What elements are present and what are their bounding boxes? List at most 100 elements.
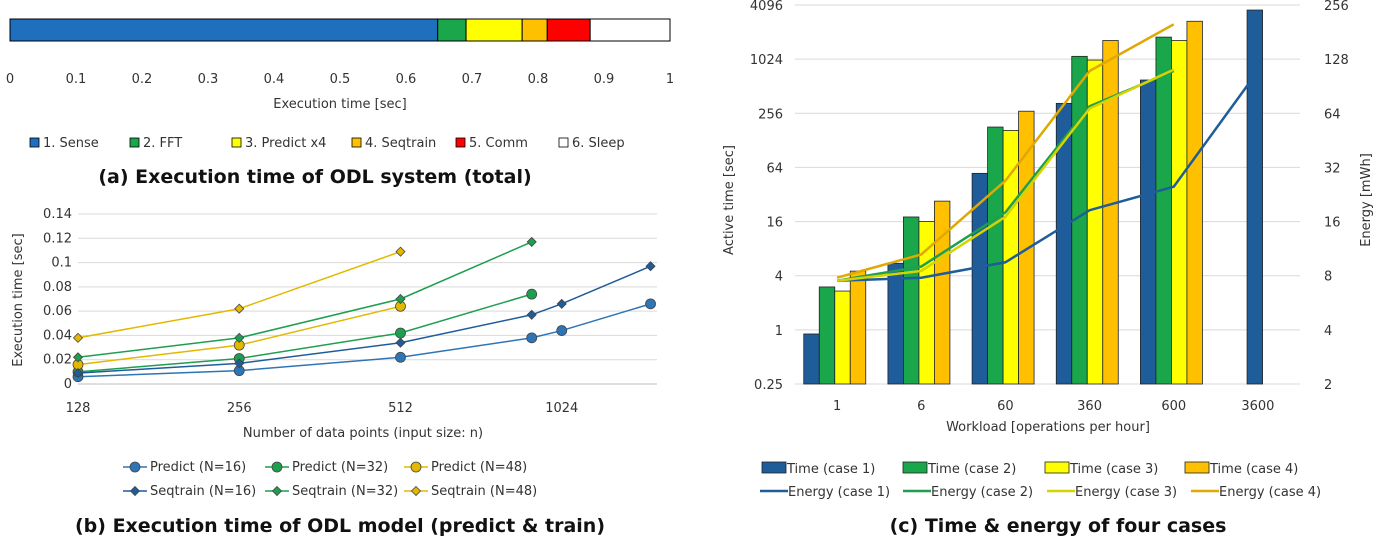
b-point (645, 261, 656, 272)
c-y-tick-label: 256 (758, 107, 783, 122)
b-series-line (77, 250, 401, 339)
c-x-tick-label: 3600 (1241, 399, 1274, 414)
c-bar (887, 262, 904, 385)
b-point (410, 461, 422, 473)
a-legend-swatch (129, 137, 140, 148)
c-caption: (c) Time & energy of four cases (890, 515, 1227, 537)
c-legend-label: Energy (case 4) (1219, 485, 1321, 500)
a-legend-label: 4. Seqtrain (365, 136, 436, 151)
c-bar-series-3 (834, 40, 1188, 385)
a-stacked-bar (9, 18, 671, 42)
b-series-2 (72, 288, 538, 378)
a-x-tick-label: 0 (6, 72, 14, 87)
a-x-tick-label: 0.8 (528, 72, 549, 87)
b-series-line (77, 303, 651, 378)
c-bar (934, 200, 951, 385)
a-x-tick-label: 0.2 (132, 72, 153, 87)
a-x-tick-label: 0.1 (66, 72, 87, 87)
panel-a: 0 0.1 0.2 0.3 0.4 0.5 0.6 0.7 0.8 0.9 1 Execution … (6, 18, 674, 188)
a-legend-label: 5. Comm (469, 136, 528, 151)
b-x-tick-label: 128 (66, 401, 91, 416)
c-x-tick-label: 360 (1077, 399, 1102, 414)
c-y2-ticks: 2 4 8 16 32 64 128 256 (1324, 0, 1349, 393)
c-legend-bar-swatch (761, 461, 787, 474)
c-legend-label: Energy (case 1) (788, 485, 890, 500)
c-bar (834, 290, 851, 385)
a-legend-label: 1. Sense (43, 136, 99, 151)
a-x-tick-label: 0.7 (462, 72, 483, 87)
c-legend-label: Energy (case 3) (1075, 485, 1177, 500)
b-point (234, 303, 245, 314)
b-y-tick-label: 0.1 (51, 256, 72, 271)
b-point (129, 461, 141, 473)
c-x-tick-label: 6 (917, 399, 925, 414)
c-legend-bar-swatch (902, 461, 928, 474)
c-y2-tick-label: 256 (1324, 0, 1349, 14)
c-y2-tick-label: 128 (1324, 53, 1349, 68)
panel-b: 0 0.02 0.04 0.06 0.08 0.1 0.12 0.14 128 256 512 10… (11, 207, 657, 537)
b-point (526, 288, 538, 300)
b-y-tick-label: 0.04 (43, 328, 72, 343)
b-point (271, 461, 283, 473)
b-legend-label: Seqtrain (N=16) (150, 484, 256, 499)
b-legend: Predict (N=16) Predict (N=32) Predict (N=4… (123, 460, 537, 499)
c-y2-tick-label: 2 (1324, 378, 1332, 393)
b-point (395, 337, 406, 348)
b-y-tick-label: 0.12 (43, 231, 72, 246)
a-legend-swatch (558, 137, 569, 148)
c-y-tick-label: 1024 (750, 53, 783, 68)
b-point (395, 327, 406, 339)
c-y-ticks: 0.25 1 4 16 64 256 1024 4096 (750, 0, 783, 393)
b-point (556, 298, 567, 309)
b-legend-label: Predict (N=32) (292, 460, 388, 475)
a-x-tick-label: 0.3 (198, 72, 219, 87)
c-x-tick-label: 1 (833, 399, 841, 414)
c-y-tick-label: 4096 (750, 0, 783, 14)
c-legend-label: Time (case 1) (786, 462, 875, 477)
b-point (395, 293, 406, 305)
c-y2-tick-label: 8 (1324, 270, 1332, 285)
c-legend-bar-swatch (1044, 461, 1070, 474)
b-point (395, 246, 406, 257)
a-legend-swatch (231, 137, 242, 148)
b-series-line (77, 265, 651, 374)
b-x-tick-label: 1024 (545, 401, 578, 416)
c-y2-axis-label: Energy [mWh] (1359, 153, 1374, 247)
b-point (72, 332, 84, 343)
b-y-tick-label: 0.06 (43, 304, 72, 319)
b-series-4 (72, 261, 656, 379)
b-x-axis-label: Number of data points (input size: n) (243, 426, 483, 441)
b-y-ticks: 0 0.02 0.04 0.06 0.08 0.1 0.12 0.14 (43, 207, 72, 392)
b-legend-label: Predict (N=48) (431, 460, 527, 475)
b-point (395, 351, 406, 363)
b-series-6 (72, 246, 406, 343)
c-y-tick-label: 16 (766, 216, 783, 231)
b-x-tick-label: 256 (227, 401, 252, 416)
b-point (72, 368, 84, 379)
c-y-tick-label: 0.25 (754, 378, 783, 393)
c-bar (818, 286, 836, 385)
b-y-axis-label: Execution time [sec] (11, 233, 26, 367)
c-legend: Time (case 1) Time (case 2) Time (case 3) T… (760, 461, 1321, 500)
a-caption: (a) Execution time of ODL system (total) (98, 166, 531, 188)
c-energy-line-4 (836, 23, 1175, 279)
a-x-tick-label: 0.6 (396, 72, 417, 87)
a-legend-swatch (351, 137, 362, 148)
b-series-line (77, 293, 532, 373)
c-legend-label: Energy (case 2) (931, 485, 1033, 500)
c-legend-label: Time (case 3) (1069, 462, 1158, 477)
a-segment-4 (521, 18, 548, 42)
c-y2-tick-label: 16 (1324, 216, 1341, 231)
c-x-ticks: 1 6 60 360 600 3600 (833, 399, 1275, 414)
c-bar (1102, 40, 1119, 385)
c-y2-tick-label: 32 (1324, 161, 1341, 176)
b-y-tick-label: 0.02 (43, 353, 72, 368)
b-x-tick-label: 512 (388, 401, 413, 416)
c-bar (1140, 79, 1157, 385)
c-bar (803, 333, 820, 385)
a-segment-6 (589, 18, 671, 42)
c-bar-series-1 (803, 9, 1263, 385)
c-y-tick-label: 4 (775, 270, 783, 285)
c-line-group (836, 23, 1259, 283)
